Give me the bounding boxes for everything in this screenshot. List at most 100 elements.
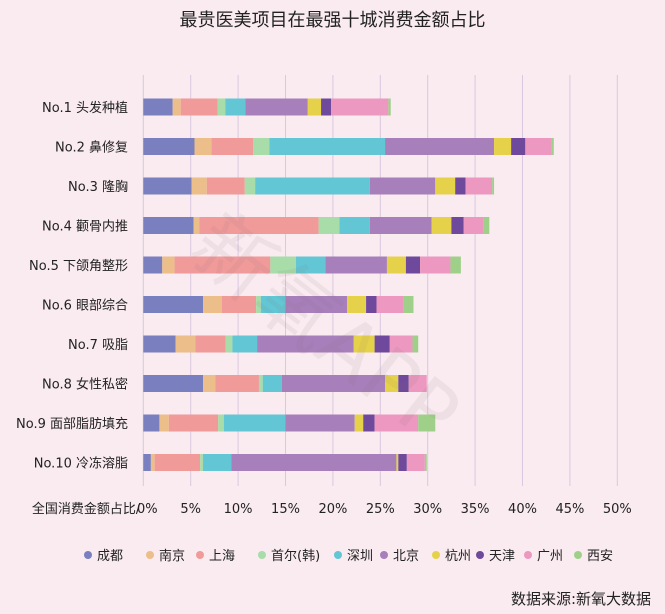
legend-marker	[574, 551, 582, 559]
category-label: No.6 眼部综合	[42, 299, 128, 314]
bar-segment-成都	[143, 296, 204, 313]
bar-segment-北京	[369, 177, 436, 195]
legend-marker	[476, 551, 484, 559]
category-label: No.5 下颌角整形	[29, 259, 128, 274]
bar-segment-杭州	[435, 177, 456, 195]
bar-segment-上海	[174, 256, 271, 274]
bar-segment-西安	[424, 454, 427, 471]
bar-segment-西安	[551, 138, 554, 155]
bar-segment-成都	[143, 217, 194, 234]
bar-segment-北京	[231, 454, 397, 471]
bar-segment-天津	[451, 217, 464, 234]
chart-title: 最贵医美项目在最强十城消费金额占比	[179, 10, 486, 31]
bar-segment-西安	[483, 217, 490, 234]
bar-segment-杭州	[386, 256, 406, 274]
bar-segment-成都	[143, 375, 204, 392]
bar-segment-上海	[168, 414, 219, 432]
bar-segment-首尔(韩)	[225, 335, 233, 353]
bar-segment-北京	[385, 138, 495, 155]
bar-segment-南京	[159, 414, 169, 432]
bar-segment-首尔(韩)	[217, 98, 226, 116]
bar-segment-北京	[369, 217, 432, 234]
bar-segment-成都	[143, 256, 163, 274]
x-tick-label: 45%	[555, 502, 584, 517]
bar-segment-南京	[203, 375, 216, 392]
legend-label: 杭州	[445, 549, 471, 564]
bar-segment-深圳	[203, 454, 232, 471]
legend-label: 上海	[209, 549, 235, 564]
category-label: No.7 吸脂	[68, 338, 128, 353]
bar-segment-成都	[143, 414, 160, 432]
bar-segment-首尔(韩)	[200, 454, 204, 471]
bar-segment-西安	[388, 98, 391, 116]
bar-segment-天津	[405, 256, 421, 274]
bar-segment-首尔(韩)	[318, 217, 340, 234]
bar-segment-天津	[511, 138, 526, 155]
x-tick-label: 35%	[461, 502, 490, 517]
bar-segment-杭州	[354, 414, 364, 432]
bar-segment-深圳	[262, 375, 282, 392]
x-tick-label: 5%	[180, 502, 201, 517]
bar-segment-深圳	[255, 177, 370, 195]
bar-segment-南京	[194, 138, 212, 155]
bar-segment-天津	[363, 414, 375, 432]
bar-segment-广州	[406, 454, 425, 471]
bar-segment-首尔(韩)	[218, 414, 224, 432]
bar-segment-成都	[143, 177, 192, 195]
bar-segment-天津	[374, 335, 390, 353]
legend-label: 成都	[97, 549, 123, 564]
bar-segment-上海	[221, 296, 257, 313]
bar-segment-南京	[203, 296, 222, 313]
bar-segment-南京	[191, 177, 207, 195]
data-source: 数据来源:新氧大数据	[510, 590, 651, 608]
bar-segment-天津	[398, 375, 409, 392]
legend-label: 北京	[393, 549, 419, 564]
x-tick-label: 50%	[603, 502, 632, 517]
bar-segment-广州	[465, 177, 493, 195]
bar-segment-首尔(韩)	[258, 375, 263, 392]
bar-segment-首尔(韩)	[244, 177, 256, 195]
bar-segment-杭州	[396, 454, 399, 471]
category-label: No.9 面部脂肪填充	[16, 416, 128, 432]
bar-segment-北京	[245, 98, 308, 116]
bar-segment-成都	[143, 454, 151, 471]
legend-label: 天津	[489, 549, 515, 564]
bar-segment-杭州	[347, 296, 367, 313]
bar-segment-北京	[325, 256, 387, 274]
bar-segment-杭州	[353, 335, 375, 353]
category-label: No.4 颧骨内推	[42, 219, 128, 235]
bar-segment-南京	[150, 454, 155, 471]
bar-segment-北京	[285, 296, 348, 313]
bar-segment-首尔(韩)	[256, 296, 261, 313]
bar-segment-上海	[180, 98, 218, 116]
bar-segment-天津	[366, 296, 377, 313]
x-tick-label: 10%	[224, 502, 253, 517]
x-tick-label: 40%	[508, 502, 537, 517]
legend-marker	[258, 551, 266, 559]
x-axis-label: 全国消费金额占比/	[32, 501, 141, 517]
bar-segment-成都	[143, 138, 195, 155]
bar-segment-西安	[412, 335, 419, 353]
x-tick-label: 15%	[271, 502, 300, 517]
x-tick-label: 25%	[366, 502, 395, 517]
x-tick-label: 0%	[137, 502, 158, 517]
bar-segment-杭州	[385, 375, 399, 392]
x-tick-label: 20%	[318, 502, 347, 517]
bar-segment-首尔(韩)	[253, 138, 270, 155]
bar-segment-上海	[154, 454, 201, 471]
bar-segment-西安	[492, 177, 495, 195]
bar-segment-深圳	[260, 296, 286, 313]
bar-segment-北京	[281, 375, 386, 392]
category-label: No.2 鼻修复	[55, 140, 128, 156]
bar-segment-广州	[374, 414, 419, 432]
legend-label: 广州	[537, 549, 563, 564]
legend-label: 西安	[587, 549, 613, 564]
bar-segment-西安	[450, 256, 461, 274]
legend-marker	[334, 551, 342, 559]
bar-segment-深圳	[232, 335, 258, 353]
bar-segment-广州	[420, 256, 451, 274]
bar-segment-南京	[193, 217, 200, 234]
bar-segment-广州	[408, 375, 427, 392]
bar-segment-南京	[172, 98, 181, 116]
bar-segment-深圳	[339, 217, 370, 234]
